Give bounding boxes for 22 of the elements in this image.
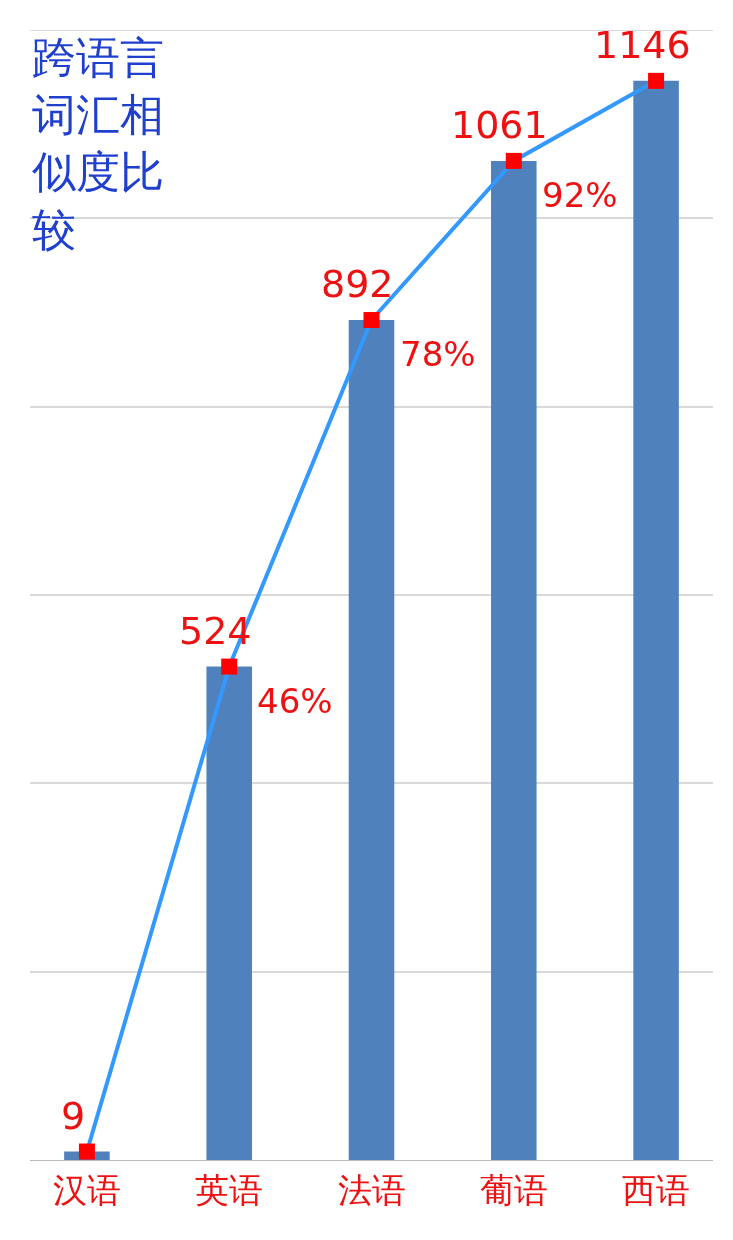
x-tick-label: 葡语: [479, 1169, 548, 1210]
x-tick-label: 汉语: [52, 1169, 121, 1210]
point: [78, 1143, 95, 1160]
point: [363, 312, 380, 329]
text: 跨语言词汇相似度比较: [32, 32, 164, 255]
data-label: 1146: [594, 23, 691, 67]
data-label: 892: [321, 262, 394, 306]
point: [648, 72, 665, 89]
bar: [348, 320, 395, 1160]
data-label: 1061: [451, 103, 548, 147]
data-label: 9: [61, 1094, 86, 1138]
bar: [491, 160, 537, 1160]
x-tick-label: 法语: [337, 1169, 406, 1210]
x-tick-label: 西语: [622, 1169, 691, 1210]
bar: [206, 666, 252, 1160]
bar: [633, 80, 679, 1160]
x-tick-label: 英语: [195, 1169, 264, 1210]
annotation: 92%: [542, 175, 618, 215]
point: [505, 152, 522, 169]
annotation: 46%: [257, 681, 333, 721]
point: [221, 658, 238, 675]
annotation: 78%: [400, 334, 476, 374]
